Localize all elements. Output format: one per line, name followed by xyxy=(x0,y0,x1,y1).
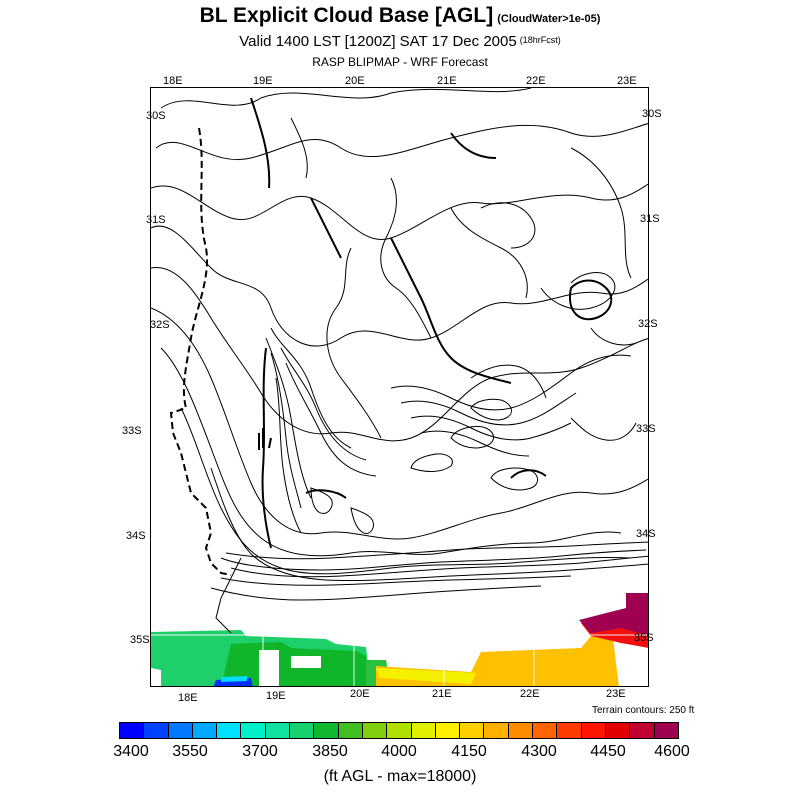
top-lon-label: 22E xyxy=(526,75,546,87)
bottom-lon-label: 18E xyxy=(178,692,198,704)
colorbar-label: 4300 xyxy=(521,743,557,760)
right-lat-label: 32S xyxy=(638,318,658,330)
colorbar-label: 4000 xyxy=(381,743,417,760)
top-lon-label: 18E xyxy=(163,75,183,87)
colorbar-swatch xyxy=(508,723,534,738)
bottom-lon-label: 22E xyxy=(520,688,540,700)
right-lat-label: 35S xyxy=(634,632,654,644)
graticule xyxy=(151,88,648,686)
title-note: (CloudWater>1e-05) xyxy=(497,13,601,25)
forecast-hour-note: (18hrFcst) xyxy=(519,35,561,45)
top-lon-label: 20E xyxy=(345,75,365,87)
colorbar-swatch xyxy=(484,723,509,738)
colorbar-swatch xyxy=(557,723,582,738)
forecast-map xyxy=(150,87,649,687)
colorbar-label: 3400 xyxy=(113,743,149,760)
colorbar-swatch xyxy=(314,723,339,738)
colorbar-units: (ft AGL - max=18000) xyxy=(323,768,477,785)
colorbar-label: 3550 xyxy=(172,743,208,760)
title-text: BL Explicit Cloud Base [AGL] xyxy=(199,4,494,27)
colorbar-swatch xyxy=(192,723,218,738)
colorbar xyxy=(119,722,679,739)
colorbar-swatch xyxy=(387,723,412,738)
colorbar-label: 4150 xyxy=(451,743,487,760)
colorbar-swatch xyxy=(241,723,266,738)
terrain-contour-note: Terrain contours: 250 ft xyxy=(592,705,695,716)
coastline xyxy=(169,127,232,576)
top-lon-label: 19E xyxy=(253,75,273,87)
terrain-contours xyxy=(151,88,648,634)
colorbar-swatch xyxy=(265,723,291,738)
left-lat-label: 31S xyxy=(146,214,166,226)
colorbar-swatch xyxy=(581,723,606,738)
fill-magenta-region xyxy=(579,593,648,636)
right-lat-label: 33S xyxy=(636,423,656,435)
right-lat-label: 30S xyxy=(642,108,662,120)
colorbar-swatch xyxy=(168,723,193,738)
left-lat-label: 35S xyxy=(130,634,150,646)
left-lat-label: 33S xyxy=(122,425,142,437)
bottom-lon-label: 19E xyxy=(266,690,286,702)
top-lon-label: 23E xyxy=(617,75,637,87)
bottom-lon-label: 20E xyxy=(350,688,370,700)
colorbar-swatch xyxy=(338,723,363,738)
colorbar-swatch xyxy=(435,723,461,738)
valid-time: Valid 1400 LST [1200Z] SAT 17 Dec 2005 (1… xyxy=(0,33,800,50)
colorbar-label: 4600 xyxy=(654,743,690,760)
colorbar-swatch xyxy=(362,723,388,738)
map-title: BL Explicit Cloud Base [AGL] (CloudWater>… xyxy=(0,4,800,28)
colorbar-label: 3700 xyxy=(242,743,278,760)
colorbar-swatch xyxy=(605,723,631,738)
fill-cyan-spot xyxy=(221,676,247,682)
colorbar-swatch xyxy=(630,723,655,738)
major-contours xyxy=(250,97,613,549)
right-lat-label: 34S xyxy=(636,528,656,540)
fill-white-gap xyxy=(259,650,279,686)
model-subtitle: RASP BLIPMAP - WRF Forecast xyxy=(312,55,488,69)
right-lat-label: 31S xyxy=(640,213,660,225)
colorbar-swatch xyxy=(290,723,315,738)
colorbar-label: 4450 xyxy=(590,743,626,760)
bottom-lon-label: 21E xyxy=(432,688,452,700)
colorbar-swatch xyxy=(120,723,145,738)
colorbar-swatch xyxy=(654,723,678,738)
fill-white-gap xyxy=(291,656,321,668)
cloud-base-fill xyxy=(151,593,648,686)
colorbar-swatch xyxy=(533,723,558,738)
valid-text: Valid 1400 LST [1200Z] SAT 17 Dec 2005 xyxy=(239,33,517,50)
colorbar-swatch xyxy=(144,723,169,738)
bottom-lon-label: 23E xyxy=(606,688,626,700)
colorbar-swatch xyxy=(460,723,485,738)
fill-white-gap xyxy=(151,668,161,686)
map-canvas xyxy=(151,88,648,686)
left-lat-label: 30S xyxy=(146,110,166,122)
colorbar-swatch xyxy=(217,723,242,738)
colorbar-label: 3850 xyxy=(312,743,348,760)
colorbar-swatch xyxy=(411,723,436,738)
left-lat-label: 32S xyxy=(150,319,170,331)
left-lat-label: 34S xyxy=(126,530,146,542)
top-lon-label: 21E xyxy=(437,75,457,87)
fill-brightyellow-band xyxy=(376,668,476,684)
